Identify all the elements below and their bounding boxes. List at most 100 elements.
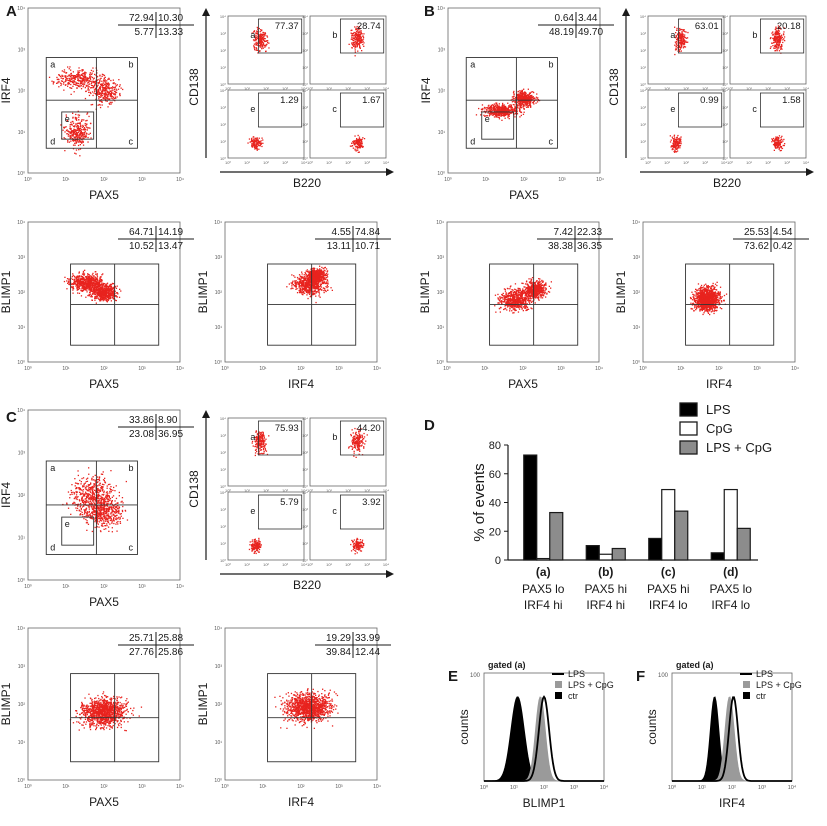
event-dot (313, 272, 316, 274)
event-dot (76, 288, 79, 290)
event-dot (515, 98, 517, 100)
event-dot (296, 288, 298, 290)
event-dot (90, 80, 92, 82)
event-dot (307, 277, 309, 279)
event-dot (79, 282, 81, 284)
event-dot (295, 280, 297, 282)
event-dot (317, 289, 319, 291)
event-dot (105, 94, 107, 96)
event-dot (111, 87, 113, 89)
event-dot (354, 149, 356, 151)
event-dot (262, 44, 264, 46)
event-dot (80, 278, 82, 280)
event-dot (502, 114, 504, 117)
event-dot (72, 130, 74, 133)
event-dot (101, 295, 103, 297)
event-dot (74, 144, 76, 146)
event-dot (353, 45, 355, 47)
y-tick-label: 10⁴ (17, 220, 25, 226)
event-dot (498, 107, 500, 109)
event-dot (254, 137, 256, 139)
event-dot (115, 88, 117, 90)
event-dot (77, 84, 79, 86)
event-dot (312, 292, 315, 294)
event-dot (256, 149, 258, 151)
event-dot (261, 29, 263, 31)
event-dot (99, 298, 101, 300)
y-axis-label: CD138 (187, 68, 201, 106)
event-dot (105, 300, 108, 302)
y-tick-label: 10⁰ (17, 360, 25, 366)
event-dot (89, 78, 92, 80)
event-dot (322, 277, 324, 279)
event-dot (76, 275, 78, 277)
event-dot (493, 116, 496, 118)
event-dot (312, 267, 314, 270)
event-dot (70, 69, 72, 71)
event-dot (520, 104, 522, 106)
event-dot (83, 131, 86, 134)
event-dot (259, 36, 261, 38)
event-dot (97, 104, 99, 106)
event-dot (683, 40, 685, 42)
event-dot (310, 273, 312, 276)
event-dot (85, 72, 87, 74)
event-dot (86, 285, 88, 287)
event-dot (251, 142, 253, 145)
event-dot (84, 285, 86, 287)
event-dot (296, 281, 299, 283)
event-dot (529, 106, 532, 108)
event-dot (781, 34, 783, 36)
event-dot (120, 87, 122, 89)
event-dot (324, 278, 326, 280)
event-dot (359, 38, 361, 40)
event-dot (674, 49, 677, 51)
event-dot (504, 108, 507, 110)
event-dot (77, 78, 79, 80)
event-dot (299, 290, 302, 292)
event-dot (316, 282, 318, 284)
event-dot (108, 298, 111, 300)
event-dot (254, 49, 256, 51)
event-dot (354, 41, 356, 43)
event-dot (251, 138, 253, 140)
event-dot (353, 31, 355, 34)
event-dot (295, 285, 298, 287)
event-dot (84, 71, 86, 73)
event-dot (99, 293, 102, 295)
event-dot (494, 113, 496, 116)
event-dot (89, 281, 91, 283)
event-dot (70, 72, 72, 75)
event-dot (88, 283, 90, 285)
event-dot (83, 73, 85, 75)
event-dot (97, 93, 99, 96)
event-dot (83, 278, 85, 280)
event-dot (78, 271, 80, 273)
event-dot (108, 290, 110, 292)
event-dot (113, 290, 115, 292)
event-dot (682, 41, 684, 43)
event-dot (84, 79, 86, 81)
event-dot (102, 297, 104, 299)
event-dot (257, 33, 259, 35)
event-dot (290, 282, 292, 284)
event-dot (531, 96, 533, 99)
event-dot (678, 29, 681, 31)
event-dot (96, 273, 98, 275)
event-dot (506, 113, 508, 115)
event-dot (66, 120, 69, 122)
event-dot (483, 106, 486, 109)
y-axis-label: BLIMP1 (0, 270, 13, 313)
event-dot (96, 86, 98, 88)
event-dot (355, 139, 357, 142)
event-dot (260, 37, 262, 40)
event-dot (112, 287, 114, 289)
event-dot (85, 296, 87, 298)
event-dot (104, 76, 106, 78)
event-dot (304, 277, 306, 279)
event-dot (71, 278, 74, 280)
event-dot (105, 291, 107, 294)
event-dot (98, 98, 100, 100)
event-dot (520, 111, 522, 113)
